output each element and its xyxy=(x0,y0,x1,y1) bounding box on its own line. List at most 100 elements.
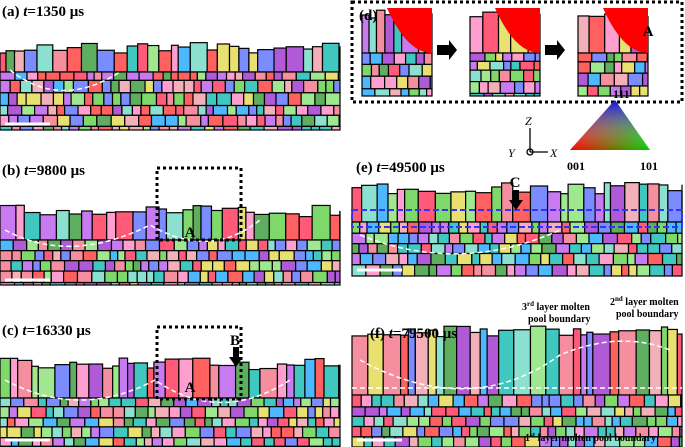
grain xyxy=(177,125,192,131)
grain xyxy=(408,232,419,245)
grain xyxy=(320,260,333,272)
grain xyxy=(510,406,523,418)
grain xyxy=(40,92,55,107)
grain xyxy=(558,334,575,396)
grain xyxy=(163,270,179,284)
grain xyxy=(529,325,547,396)
grain xyxy=(166,250,180,262)
grain xyxy=(7,92,18,107)
grain xyxy=(384,75,398,90)
grain xyxy=(381,425,391,438)
grain xyxy=(175,104,185,116)
grain xyxy=(674,406,683,418)
grain xyxy=(257,79,273,94)
grain-field xyxy=(0,357,341,447)
grain xyxy=(234,71,244,81)
grain xyxy=(429,75,433,90)
time-var: t xyxy=(23,4,28,20)
time-var: t xyxy=(22,323,27,339)
grain xyxy=(315,426,330,439)
grain xyxy=(142,125,152,131)
grain xyxy=(106,211,117,241)
grain xyxy=(562,252,575,266)
grain xyxy=(253,270,266,284)
grain xyxy=(288,417,298,428)
grain xyxy=(404,52,417,66)
panel-label: (a) t=1350 μs xyxy=(2,4,84,20)
grain xyxy=(588,232,604,245)
grain xyxy=(207,270,217,284)
grain xyxy=(384,252,400,266)
grain xyxy=(217,239,226,252)
grain xyxy=(137,43,149,73)
grain xyxy=(231,250,246,262)
grain xyxy=(360,425,373,438)
grain xyxy=(213,125,225,131)
grain xyxy=(640,406,656,418)
grain xyxy=(129,92,143,107)
grain xyxy=(275,92,289,107)
grain xyxy=(300,92,316,107)
grain xyxy=(322,397,332,408)
grain xyxy=(171,426,186,439)
grain xyxy=(307,406,316,419)
grain xyxy=(338,114,341,127)
grain xyxy=(469,52,486,62)
grain xyxy=(334,270,341,284)
grain xyxy=(321,42,340,73)
grain xyxy=(640,232,652,245)
grain xyxy=(132,211,147,241)
grain xyxy=(306,239,323,252)
grain xyxy=(328,426,341,439)
grain xyxy=(530,394,543,408)
grain xyxy=(329,397,340,408)
grain xyxy=(338,406,341,419)
grain xyxy=(456,252,473,266)
grain xyxy=(400,88,410,97)
grain xyxy=(320,281,336,286)
grain xyxy=(96,114,112,127)
grain xyxy=(291,270,302,284)
grain xyxy=(168,406,182,419)
grain xyxy=(8,406,19,419)
grain xyxy=(61,426,72,439)
grain xyxy=(147,44,160,73)
grain xyxy=(258,260,273,272)
grain xyxy=(614,406,626,418)
grain xyxy=(101,367,114,399)
grain xyxy=(387,193,398,223)
grain xyxy=(148,260,160,272)
grain xyxy=(404,188,419,223)
grain xyxy=(244,250,260,262)
grain xyxy=(32,260,42,272)
grain xyxy=(452,243,466,255)
grain xyxy=(52,49,68,73)
grain xyxy=(400,406,411,418)
axis-label: Y xyxy=(508,146,516,160)
grain xyxy=(50,260,66,272)
grain xyxy=(351,425,362,438)
grain xyxy=(70,426,83,439)
grain xyxy=(307,281,322,286)
grain xyxy=(613,61,623,74)
grain xyxy=(310,125,321,131)
grain xyxy=(561,406,577,418)
grain xyxy=(124,114,140,127)
time-var: t xyxy=(376,160,381,176)
grain xyxy=(60,239,74,252)
grain xyxy=(393,52,407,66)
grain xyxy=(200,437,215,447)
grain xyxy=(510,425,520,438)
grain xyxy=(626,252,636,266)
grain xyxy=(42,417,58,428)
grain xyxy=(530,415,545,428)
grain xyxy=(331,239,341,252)
grain-field xyxy=(351,325,683,447)
grain xyxy=(643,394,656,408)
grain xyxy=(330,250,341,262)
grain xyxy=(125,71,140,81)
grain xyxy=(244,79,259,94)
grain xyxy=(444,243,454,255)
grain xyxy=(265,71,275,81)
